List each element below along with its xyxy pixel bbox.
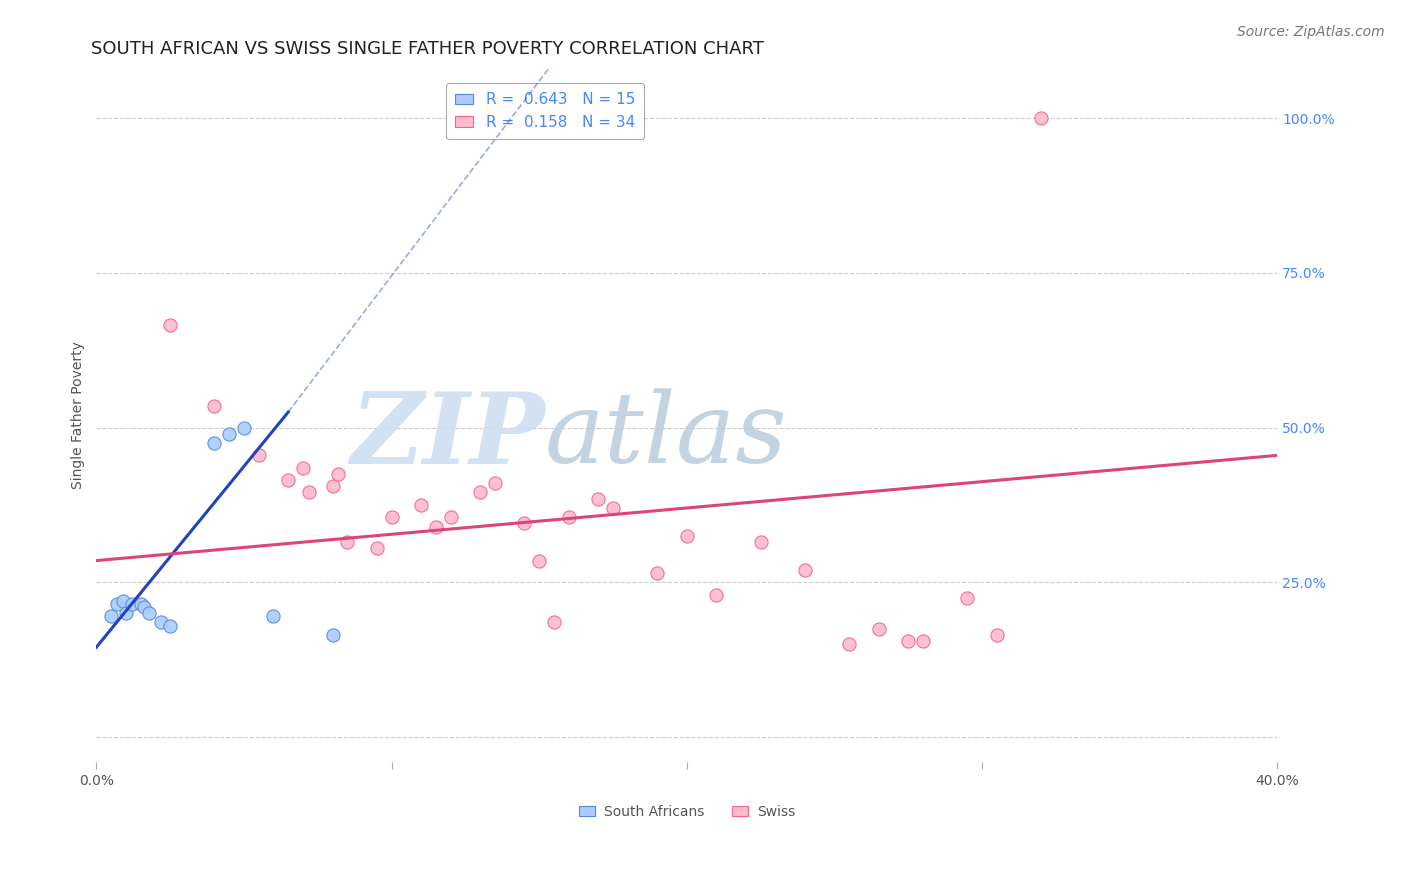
Point <box>838 637 860 651</box>
Y-axis label: Single Father Poverty: Single Father Poverty <box>72 342 86 489</box>
Point <box>911 634 934 648</box>
Point <box>868 622 890 636</box>
Point <box>204 399 226 413</box>
Point <box>121 597 143 611</box>
Point <box>411 498 433 512</box>
Point <box>470 485 492 500</box>
Point <box>586 491 609 506</box>
Point <box>366 541 388 556</box>
Point <box>527 553 550 567</box>
Point <box>263 609 285 624</box>
Text: atlas: atlas <box>546 388 787 483</box>
Point <box>138 606 160 620</box>
Point <box>1029 111 1052 125</box>
Legend: South Africans, Swiss: South Africans, Swiss <box>574 799 800 824</box>
Point <box>328 467 350 481</box>
Point <box>105 597 128 611</box>
Point <box>543 615 565 630</box>
Point <box>986 628 1008 642</box>
Point <box>322 479 344 493</box>
Point <box>793 563 815 577</box>
Point <box>749 535 772 549</box>
Point <box>322 628 344 642</box>
Point <box>513 516 536 531</box>
Point <box>425 519 447 533</box>
Point <box>704 588 727 602</box>
Point <box>956 591 979 605</box>
Point <box>115 606 138 620</box>
Point <box>218 426 240 441</box>
Point <box>645 566 668 580</box>
Point <box>159 318 181 333</box>
Point <box>129 597 152 611</box>
Point <box>292 460 315 475</box>
Point <box>233 420 256 434</box>
Point <box>897 634 920 648</box>
Point <box>204 436 226 450</box>
Point <box>159 618 181 632</box>
Point <box>100 609 122 624</box>
Point <box>277 473 299 487</box>
Point <box>298 485 321 500</box>
Point <box>247 448 270 462</box>
Point <box>602 500 624 515</box>
Point <box>440 510 463 524</box>
Text: ZIP: ZIP <box>350 388 546 484</box>
Point <box>484 476 506 491</box>
Point <box>557 510 579 524</box>
Point <box>336 535 359 549</box>
Text: Source: ZipAtlas.com: Source: ZipAtlas.com <box>1237 25 1385 39</box>
Point <box>150 615 173 630</box>
Point <box>381 510 404 524</box>
Text: SOUTH AFRICAN VS SWISS SINGLE FATHER POVERTY CORRELATION CHART: SOUTH AFRICAN VS SWISS SINGLE FATHER POV… <box>91 40 765 58</box>
Point <box>132 599 155 614</box>
Point <box>111 594 134 608</box>
Point <box>675 529 697 543</box>
